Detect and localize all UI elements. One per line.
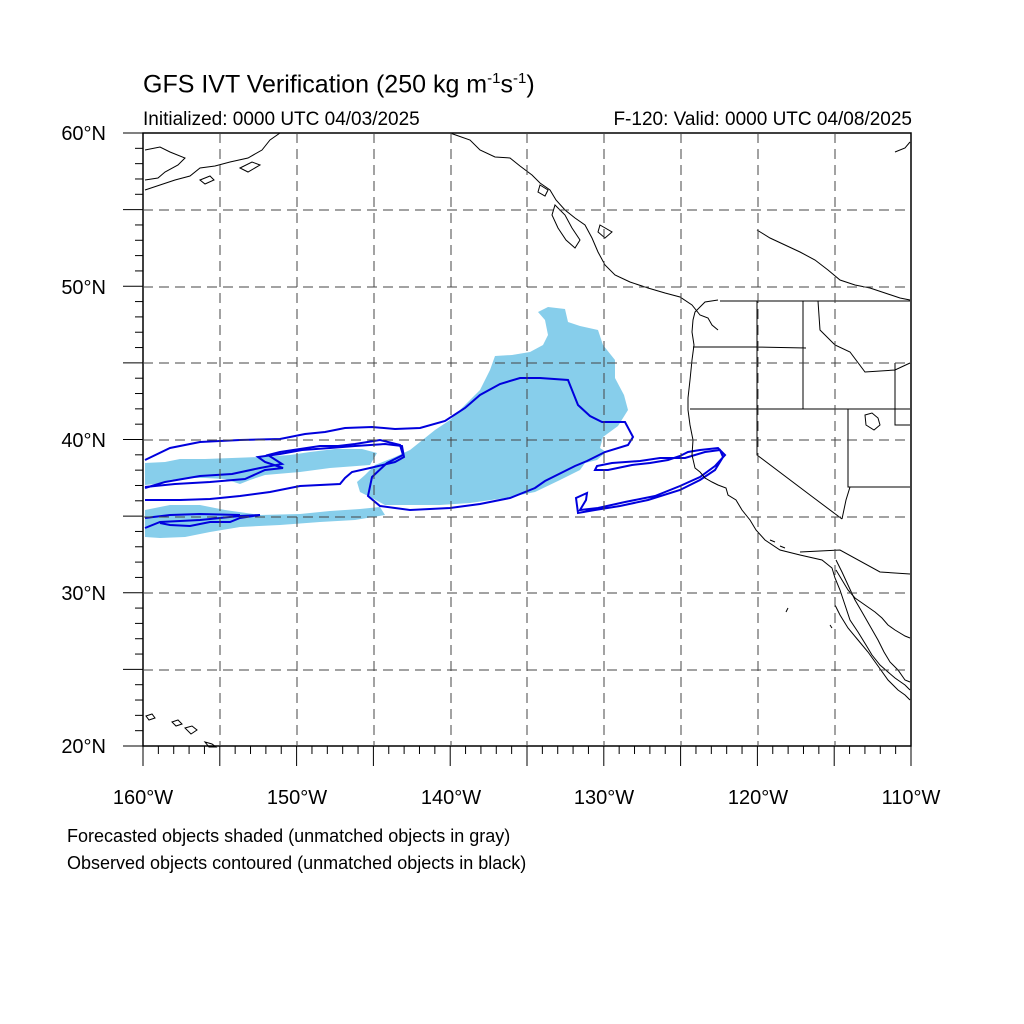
observed-objects — [144, 377, 727, 529]
gulf-of-california — [835, 569, 911, 639]
alaska-islands — [199, 161, 262, 185]
lon-label-140w: 140°W — [420, 787, 482, 809]
caption-forecast: Forecasted objects shaded (unmatched obj… — [67, 826, 511, 846]
baja-peninsula — [835, 559, 911, 683]
caption-observed: Observed objects contoured (unmatched ob… — [67, 853, 527, 873]
lon-label-110w: 110°W — [881, 787, 941, 809]
coastlines — [144, 132, 911, 748]
lat-label-40: 40°N — [61, 430, 106, 452]
washington-oregon-coast — [687, 299, 911, 691]
map-title: GFS IVT Verification (250 kg m-1s-1) — [143, 70, 535, 99]
state-borders — [690, 300, 911, 575]
mexico-mainland-coast — [834, 604, 911, 701]
lat-label-50: 50°N — [61, 277, 106, 299]
observed-object-west-arm — [144, 442, 406, 501]
channel-islands — [769, 539, 833, 629]
lon-label-120w: 120°W — [727, 787, 789, 809]
observed-object-north — [144, 377, 635, 512]
great-salt-lake — [864, 412, 881, 431]
lat-label-20: 20°N — [61, 736, 106, 758]
forecast-object-main — [357, 307, 628, 505]
bc-alaska-panhandle-coast — [449, 132, 719, 331]
observed-object-east — [574, 446, 727, 515]
lon-label-150w: 150°W — [266, 787, 328, 809]
lon-label-160w: 160°W — [112, 787, 174, 809]
valid-time-label: F-120: Valid: 0000 UTC 04/08/2025 — [613, 109, 912, 130]
observed-object-southwest-2 — [144, 512, 241, 519]
axis-ticks — [123, 132, 912, 766]
lon-label-130w: 130°W — [573, 787, 635, 809]
graticule — [143, 133, 911, 746]
init-time-label: Initialized: 0000 UTC 04/03/2025 — [143, 109, 420, 130]
bc-islands — [537, 184, 613, 249]
lat-label-30: 30°N — [61, 583, 106, 605]
observed-object-southwest — [144, 514, 261, 529]
canada-interior — [756, 141, 911, 301]
alaska-coast — [144, 132, 281, 191]
forecast-objects — [145, 307, 628, 538]
lat-label-60: 60°N — [61, 123, 106, 145]
hawaii-islands — [145, 713, 218, 748]
